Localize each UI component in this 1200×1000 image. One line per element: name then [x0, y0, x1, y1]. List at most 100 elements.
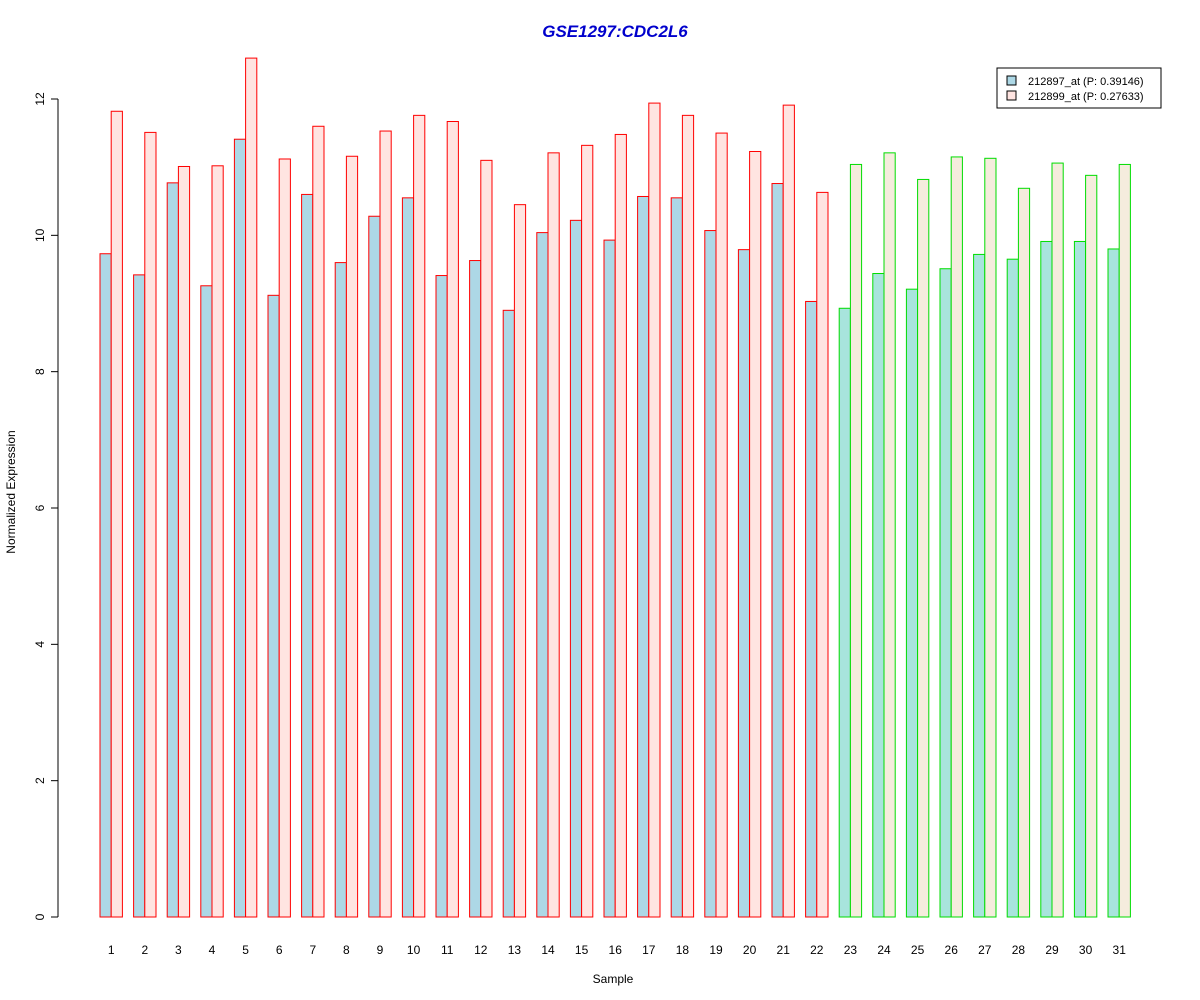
x-tick-label-30: 30 [1079, 943, 1093, 957]
x-tick-label-17: 17 [642, 943, 656, 957]
bar-series2-sample-30 [1085, 174, 1098, 918]
x-tick-label-26: 26 [945, 943, 959, 957]
bar-series1-sample-30 [1073, 240, 1087, 918]
x-tick-label-13: 13 [508, 943, 522, 957]
bar-series1-sample-15 [569, 219, 583, 918]
x-tick-label-19: 19 [709, 943, 723, 957]
x-tick-label-22: 22 [810, 943, 824, 957]
bar-series1-sample-6 [267, 294, 280, 918]
x-tick-label-16: 16 [609, 943, 623, 957]
bar-series2-sample-22 [816, 191, 829, 918]
x-tick-label-3: 3 [175, 943, 182, 957]
y-tick-label-2: 2 [33, 777, 47, 784]
bar-series2-sample-21 [782, 104, 795, 918]
y-tick-label-4: 4 [33, 641, 47, 648]
bar-series2-sample-18 [681, 114, 695, 918]
x-tick-label-10: 10 [407, 943, 421, 957]
bar-series2-sample-16 [614, 133, 627, 918]
plot-area [99, 57, 1131, 918]
bar-series2-sample-28 [1017, 187, 1031, 918]
y-axis-label: Normalized Expression [4, 430, 18, 553]
x-tick-label-18: 18 [676, 943, 690, 957]
x-tick-label-31: 31 [1113, 943, 1127, 957]
legend-swatch-1 [1006, 75, 1017, 86]
bar-series1-sample-11 [435, 275, 448, 918]
x-tick-label-8: 8 [343, 943, 350, 957]
legend-label-2: 212899_at (P: 0.27633) [1028, 91, 1144, 103]
y-tick-label-10: 10 [33, 228, 47, 242]
bar-series2-sample-20 [749, 150, 762, 918]
x-tick-label-24: 24 [877, 943, 891, 957]
bar-series1-sample-18 [670, 197, 683, 918]
x-tick-label-11: 11 [441, 943, 454, 957]
x-tick-label-21: 21 [777, 943, 791, 957]
bar-series2-sample-14 [547, 152, 560, 918]
bar-series1-sample-20 [737, 249, 751, 918]
bar-series1-sample-9 [368, 215, 381, 918]
bar-series2-sample-12 [480, 159, 493, 918]
bar-series1-sample-24 [872, 273, 885, 918]
y-tick-label-8: 8 [33, 368, 47, 375]
bar-series1-sample-13 [502, 309, 515, 918]
bar-series2-sample-23 [849, 163, 863, 918]
legend-box [996, 67, 1162, 109]
x-tick-label-23: 23 [844, 943, 858, 957]
x-tick-label-25: 25 [911, 943, 925, 957]
bar-series2-sample-15 [581, 144, 594, 918]
bar-series2-sample-27 [984, 157, 997, 918]
bar-series2-sample-26 [950, 156, 963, 918]
y-tick-label-0: 0 [33, 913, 47, 920]
bar-series2-sample-25 [917, 178, 930, 918]
bar-series1-sample-3 [166, 182, 179, 918]
y-axis: 0 2 4 6 8 10 12 [33, 92, 59, 920]
legend-label-1: 212897_at (P: 0.39146) [1028, 76, 1144, 88]
chart-title: GSE1297:CDC2L6 [542, 22, 688, 41]
bar-series1-sample-22 [805, 300, 818, 918]
bar-series1-sample-16 [603, 239, 616, 918]
x-tick-label-27: 27 [978, 943, 992, 957]
bar-series1-sample-19 [704, 230, 717, 918]
x-axis: 1 2 3 4 5 6 7 8 9 10 11 12 13 14 15 16 17 18 19 20 21 22 23 24 2… [108, 943, 1126, 957]
bar-series2-sample-9 [379, 130, 392, 918]
bar-series2-sample-11 [446, 121, 459, 918]
bar-series1-sample-10 [401, 197, 415, 918]
legend: 212897_at (P: 0.39146) 212899_at (P: 0.27… [996, 67, 1162, 109]
x-tick-label-2: 2 [141, 943, 148, 957]
x-tick-label-5: 5 [242, 943, 249, 957]
bar-series2-sample-17 [648, 102, 661, 918]
bar-series1-sample-25 [905, 288, 919, 918]
bar-series1-sample-23 [838, 307, 851, 918]
x-tick-label-6: 6 [276, 943, 283, 957]
bar-series1-sample-31 [1107, 248, 1120, 918]
bar-series1-sample-12 [469, 260, 482, 918]
x-tick-label-29: 29 [1045, 943, 1059, 957]
bar-series2-sample-7 [312, 125, 325, 918]
x-tick-label-12: 12 [474, 943, 488, 957]
bar-series1-sample-14 [536, 232, 549, 918]
bar-series2-sample-24 [883, 152, 896, 918]
legend-swatch-2 [1006, 90, 1017, 101]
bar-series2-sample-6 [278, 158, 291, 918]
bar-series1-sample-4 [200, 285, 213, 918]
bar-series1-sample-2 [133, 274, 146, 918]
bar-series2-sample-1 [110, 110, 123, 918]
x-tick-label-15: 15 [575, 943, 589, 957]
bar-series2-sample-4 [211, 165, 224, 918]
bar-series1-sample-5 [233, 138, 247, 918]
y-tick-label-6: 6 [33, 504, 47, 511]
x-tick-label-4: 4 [209, 943, 216, 957]
bar-series2-sample-3 [177, 165, 191, 918]
x-axis-label: Sample [593, 972, 634, 986]
x-tick-label-14: 14 [541, 943, 555, 957]
x-tick-label-20: 20 [743, 943, 757, 957]
bar-series1-sample-26 [939, 268, 952, 918]
bar-series2-sample-31 [1118, 163, 1131, 918]
bar-series1-sample-21 [771, 183, 784, 918]
bar-series1-sample-17 [637, 195, 650, 918]
x-tick-label-7: 7 [309, 943, 316, 957]
bar-series1-sample-29 [1040, 240, 1053, 918]
bar-series2-sample-13 [513, 204, 527, 918]
bar-series2-sample-29 [1051, 162, 1064, 918]
x-tick-label-9: 9 [377, 943, 384, 957]
